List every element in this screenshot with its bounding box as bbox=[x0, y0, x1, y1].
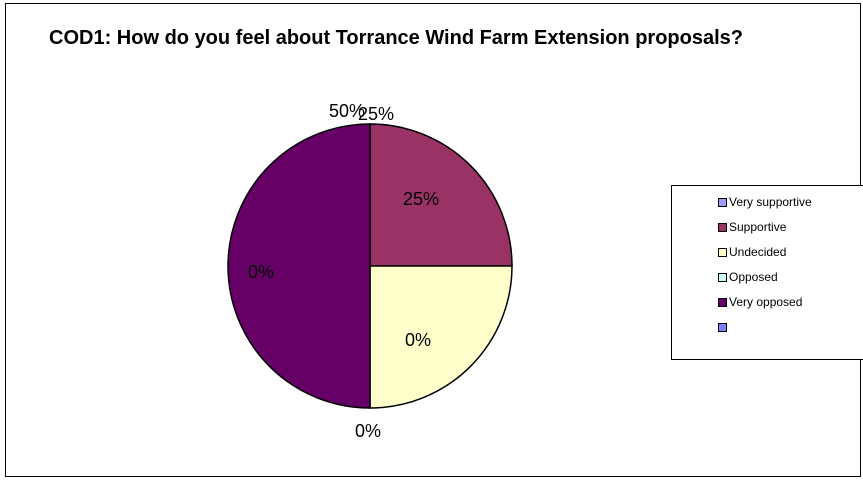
legend-item: Very supportive bbox=[718, 193, 812, 211]
chart-title: COD1: How do you feel about Torrance Win… bbox=[49, 27, 743, 49]
legend-label: Opposed bbox=[729, 270, 778, 284]
data-label: 0% bbox=[405, 330, 431, 350]
data-label: 25% bbox=[358, 104, 394, 124]
legend-swatch bbox=[718, 247, 727, 257]
legend-item: Opposed bbox=[718, 268, 778, 286]
legend-swatch bbox=[718, 272, 727, 282]
legend-item: Supportive bbox=[718, 218, 786, 236]
data-label: 25% bbox=[403, 189, 439, 209]
legend-label: Supportive bbox=[729, 220, 787, 234]
pie-slice-very-opposed bbox=[227, 123, 371, 409]
legend-swatch bbox=[718, 222, 727, 232]
data-label: 0% bbox=[248, 262, 274, 282]
pie-slice-supportive bbox=[369, 123, 513, 267]
legend-item bbox=[718, 318, 729, 336]
legend-swatch bbox=[718, 297, 727, 307]
data-label: 50% bbox=[329, 101, 365, 121]
chart-area: COD1: How do you feel about Torrance Win… bbox=[5, 3, 863, 477]
legend-swatch bbox=[718, 197, 727, 207]
legend: Very supportive Supportive Undecided Oppose… bbox=[671, 185, 863, 360]
legend-item: Undecided bbox=[718, 243, 786, 261]
legend-label: Very opposed bbox=[729, 295, 803, 309]
legend-label: Undecided bbox=[729, 245, 787, 259]
pie-chart: 25%50%25%0%0%0% bbox=[227, 101, 513, 441]
legend-swatch bbox=[718, 322, 727, 332]
data-label: 0% bbox=[355, 421, 381, 441]
legend-item: Very opposed bbox=[718, 293, 802, 311]
pie-slice-undecided bbox=[369, 265, 513, 409]
legend-label: Very supportive bbox=[729, 195, 812, 209]
